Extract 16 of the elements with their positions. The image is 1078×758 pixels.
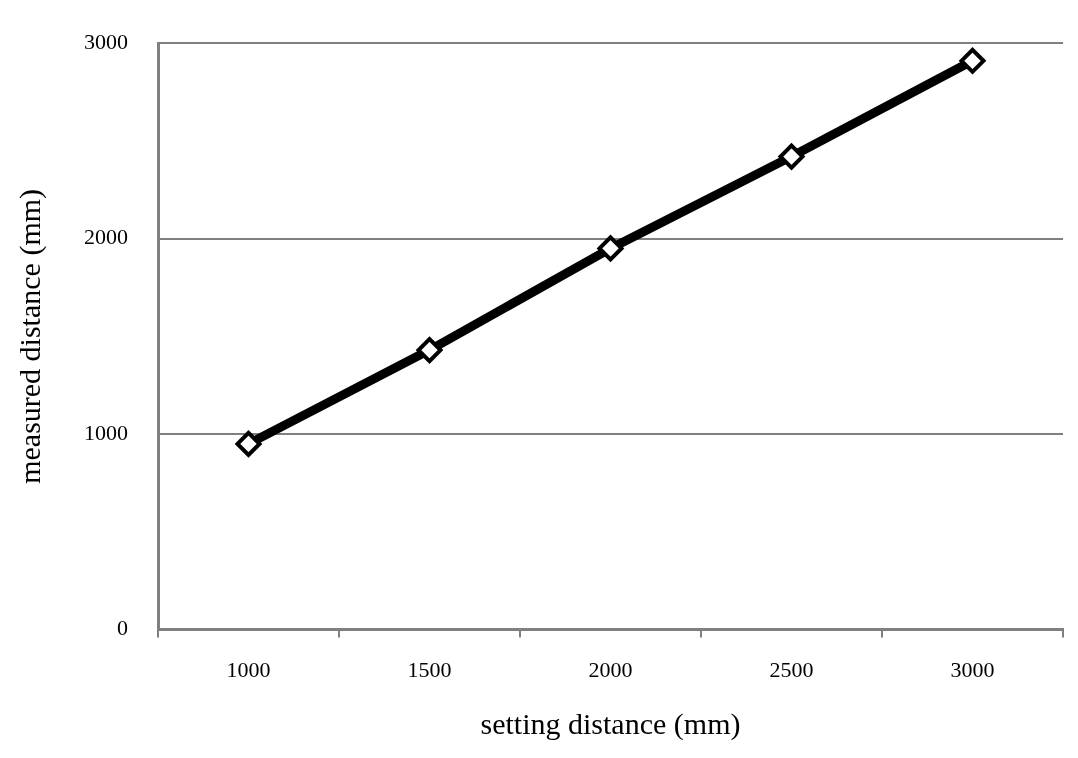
x-tick-label: 2000 xyxy=(588,656,633,682)
point xyxy=(778,143,805,170)
point xyxy=(235,430,262,457)
x-axis-title: setting distance (mm) xyxy=(480,706,741,741)
x-tick-label: 1500 xyxy=(407,656,452,682)
y-tick-label: 3000 xyxy=(84,28,128,54)
x-tick-label: 2500 xyxy=(769,656,814,682)
y-tick-label: 2000 xyxy=(84,224,128,250)
point xyxy=(597,235,624,262)
x-tick-label: 1000 xyxy=(226,656,271,682)
point xyxy=(416,337,443,364)
point xyxy=(959,47,986,74)
y-tick-label: 1000 xyxy=(84,419,128,445)
y-axis-title: measured distance (mm) xyxy=(12,188,47,484)
y-tick-label: 0 xyxy=(117,615,128,641)
x-tick-label: 3000 xyxy=(950,656,995,682)
